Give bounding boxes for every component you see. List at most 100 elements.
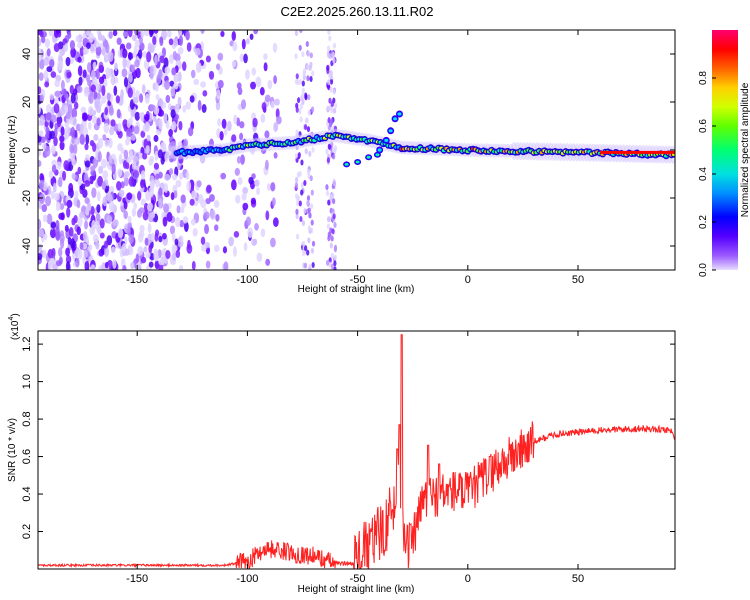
heatmap-cell [326,64,330,71]
heatmap-cell [295,73,299,80]
heatmap-cell [299,216,303,223]
heatmap-cell [295,208,299,215]
heatmap-cell [159,37,164,47]
heatmap-cell [38,160,42,167]
heatmap-cell [108,107,114,116]
heatmap-cell [127,87,133,98]
heatmap-cell [70,238,75,249]
heatmap-cell [173,190,178,199]
heatmap-cell [194,47,201,56]
heatmap-cell [71,135,76,144]
heatmap-cell [142,50,147,59]
heatmap-cell [53,43,60,53]
spectrogram-y-axis-label: Frequency (Hz) [7,116,18,185]
heatmap-cell [168,38,174,46]
heatmap-cell [102,170,109,180]
heatmap-cell [147,222,152,233]
heatmap-cell [161,47,167,58]
heatmap-cell [165,120,170,129]
heatmap-cell [123,76,129,88]
heatmap-cell [117,168,123,178]
heatmap-cell [139,93,144,103]
heatmap-cell [97,175,104,187]
heatmap-cell [122,160,128,169]
heatmap-cell [104,139,110,148]
heatmap-cell [76,199,81,209]
heatmap-cell [177,96,182,107]
heatmap-cell [146,51,152,63]
heatmap-cell [189,198,195,206]
heatmap-cell [255,76,262,88]
heatmap-cell [160,141,167,153]
heatmap-cell [87,79,92,87]
heatmap-cell [301,80,305,87]
snr-scale-exponent: 4 [8,317,15,321]
heatmap-cell [325,148,329,155]
heatmap-cell [126,119,131,129]
y-tick-label: 0.4 [21,486,33,501]
heatmap-cell [254,222,259,231]
heatmap-cell [120,181,125,189]
heatmap-cell [250,197,257,205]
heatmap-cell [242,202,249,211]
heatmap-cell [133,202,138,210]
heatmap-cell [307,225,312,232]
heatmap-cell [127,215,132,224]
ridge-branch-core [355,160,360,164]
heatmap-cell [91,187,97,199]
heatmap-cell [110,246,116,254]
heatmap-cell [85,134,90,145]
heatmap-cell [87,106,94,116]
heatmap-cell [231,30,236,42]
heatmap-cell [128,73,133,83]
heatmap-cell [106,92,111,101]
heatmap-cell [149,30,154,38]
heatmap-cell [275,115,282,125]
heatmap-cell [53,103,60,114]
heatmap-cell [130,261,135,270]
heatmap-cell [38,36,42,47]
heatmap-cell [158,68,163,78]
x-tick-label: -100 [236,573,258,585]
heatmap-cell [122,57,127,69]
heatmap-cell [298,200,302,207]
heatmap-cell [171,173,178,181]
heatmap-cell [96,227,102,234]
ridge-branch-core [375,153,380,157]
heatmap-cell [237,87,243,96]
heatmap-cell [82,127,89,137]
heatmap-cell [54,97,59,105]
heatmap-cell [138,36,143,44]
heatmap-cell [197,62,202,73]
heatmap-cell [155,82,159,92]
heatmap-cell [104,261,109,269]
heatmap-cell [295,129,299,136]
heatmap-cell [47,260,52,270]
snr-x-axis-label: Height of straight line (km) [298,584,415,595]
heatmap-cell [175,249,181,259]
heatmap-cell [333,221,337,228]
heatmap-cell [155,173,160,180]
heatmap-cell [191,260,196,270]
heatmap-cell [65,247,71,257]
heatmap-cell [76,226,81,236]
heatmap-cell [73,101,79,110]
heatmap-cell [99,232,105,239]
heatmap-cell [187,126,194,137]
heatmap-cell [233,230,240,238]
heatmap-cell [97,151,102,162]
heatmap-cell [75,257,80,268]
heatmap-cell [64,224,69,232]
heatmap-cell [311,70,315,77]
heatmap-cell [101,158,107,169]
heatmap-cell [260,113,266,123]
heatmap-cell [326,105,330,112]
ridge-branch-core [384,138,389,142]
heatmap-cell [108,185,115,194]
heatmap-cell [59,233,65,244]
heatmap-cell [221,118,227,129]
heatmap-cell [179,206,185,214]
heatmap-cell [327,143,331,150]
heatmap-cell [265,258,271,266]
heatmap-cell [165,94,171,104]
